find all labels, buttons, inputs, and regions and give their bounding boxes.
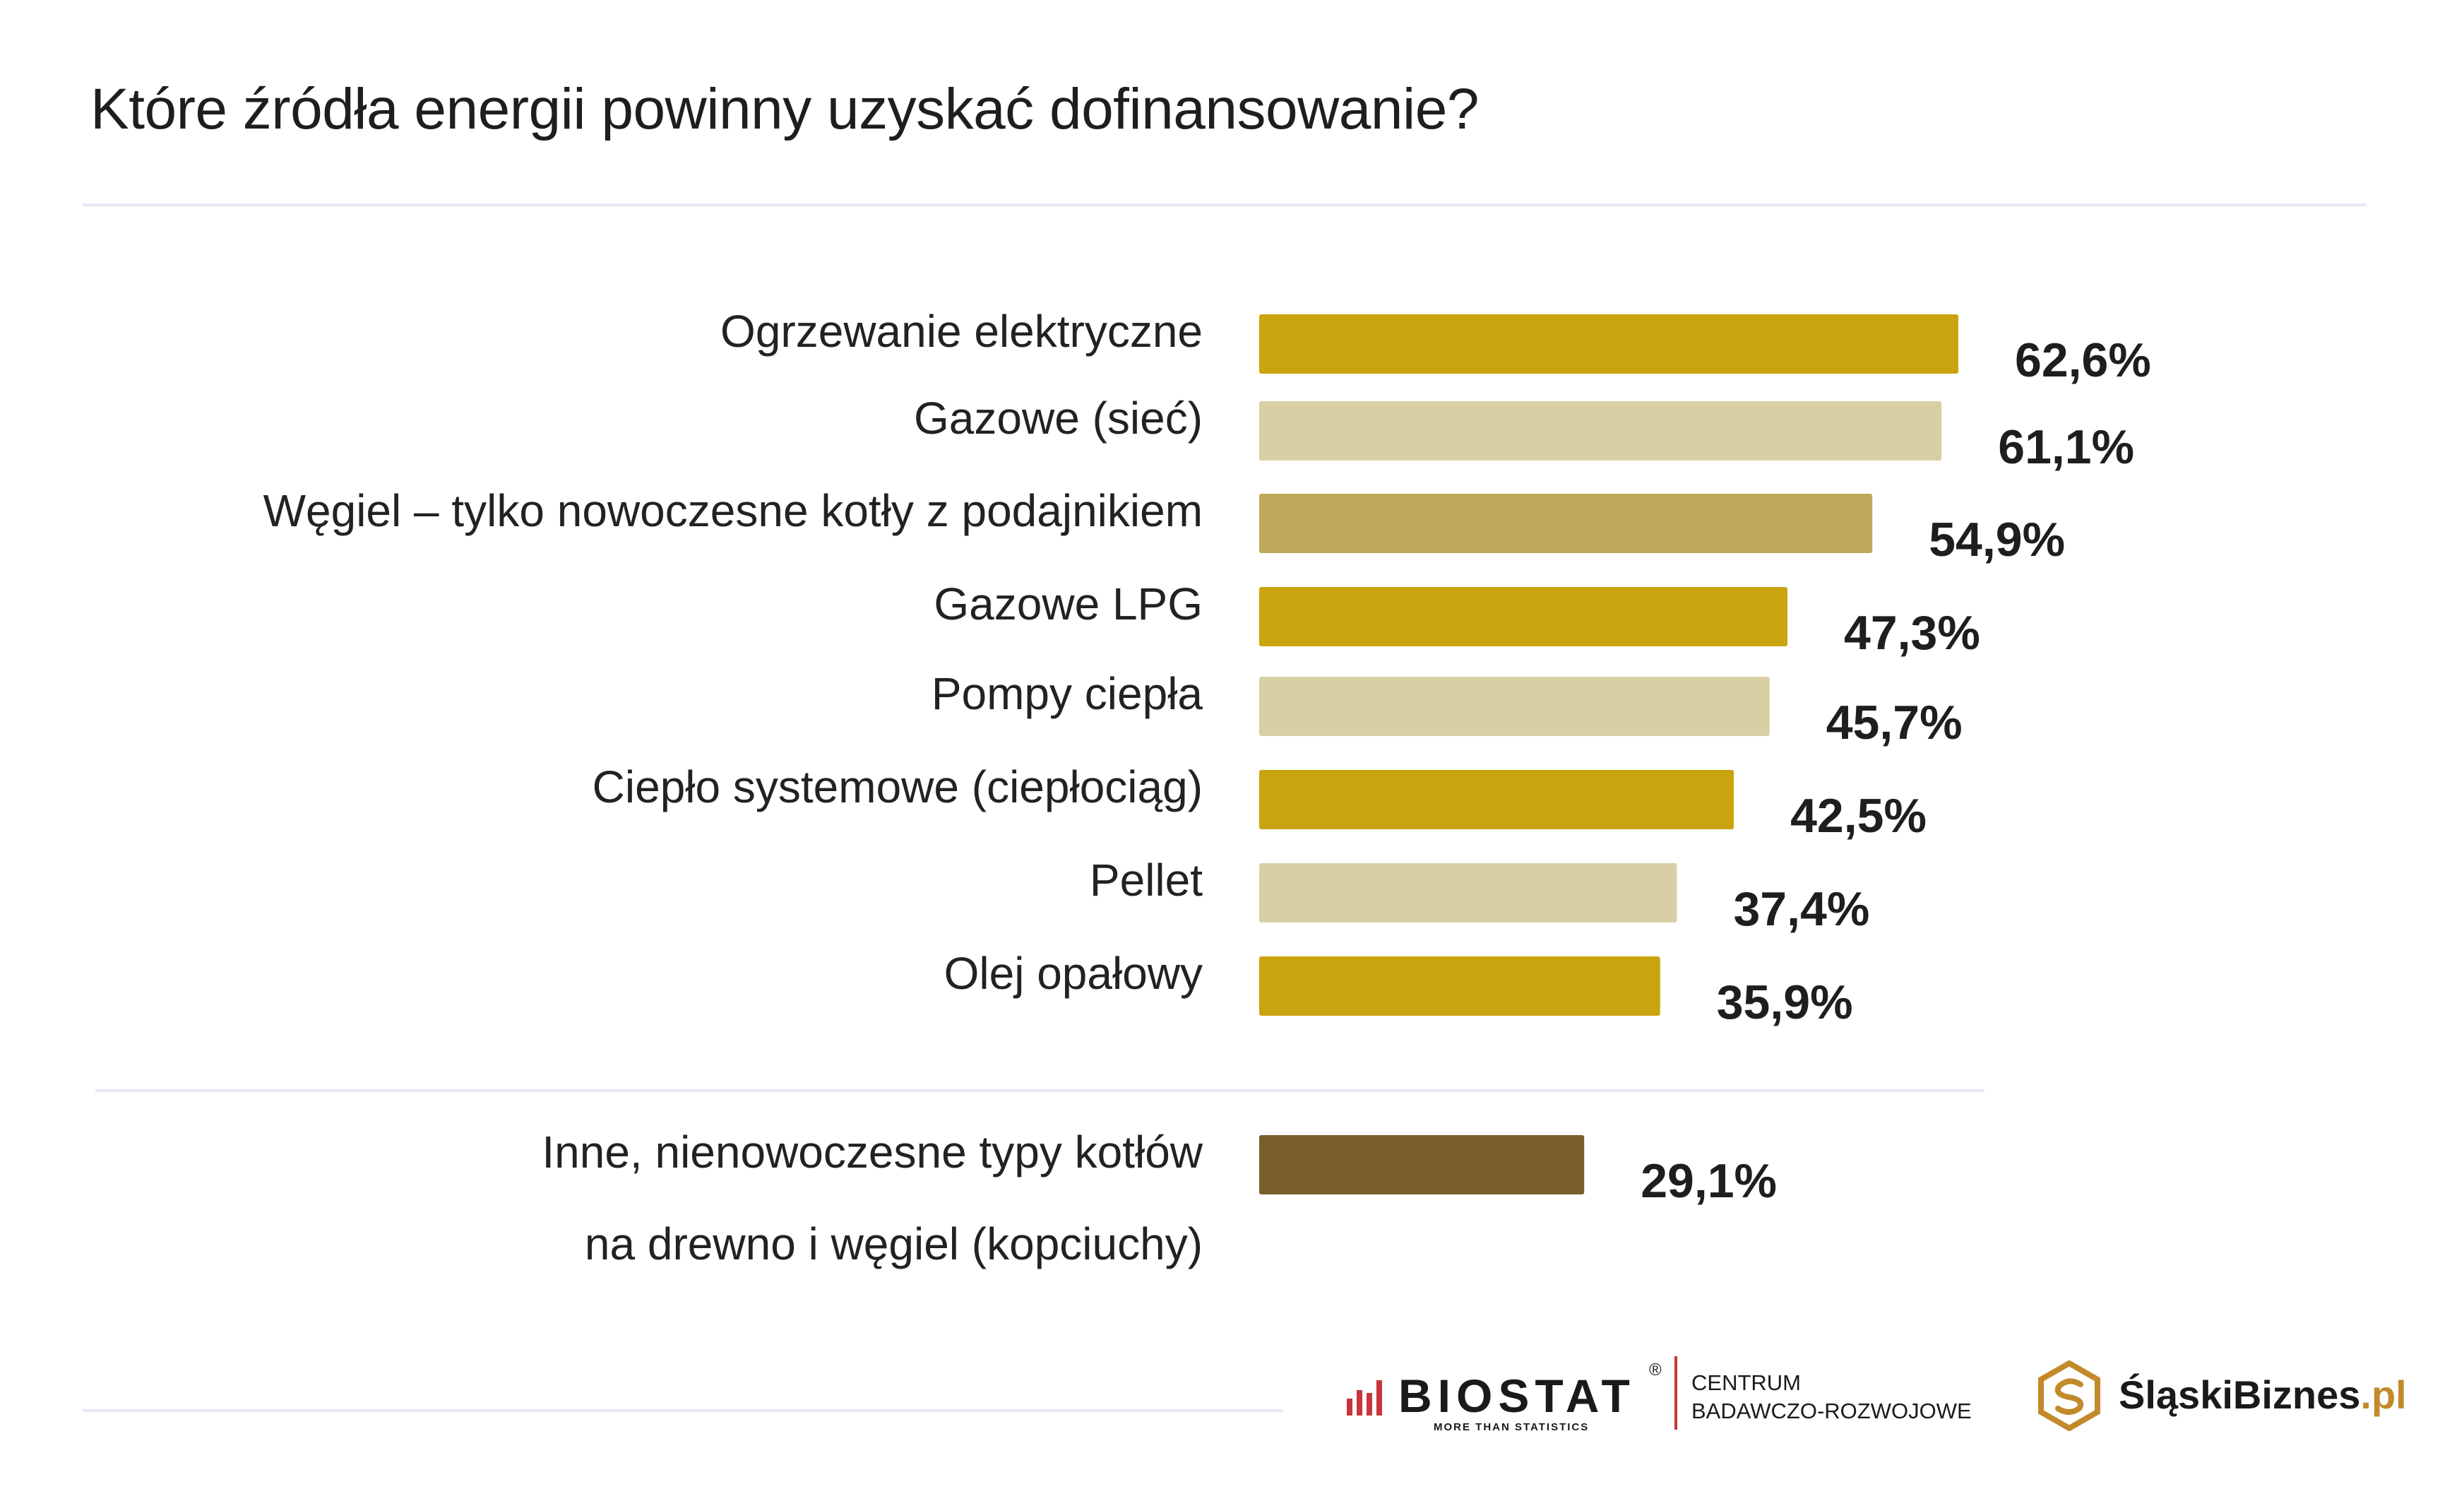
category-label: Ogrzewanie elektryczne [720,306,1203,357]
registered-mark: ® [1649,1360,1662,1380]
slaski-biznes-logo: ŚląskiBiznes.pl [2034,1356,2407,1434]
top-divider [83,203,2367,206]
biostat-name: BIOSTAT [1398,1370,1636,1422]
bar [1259,494,1873,553]
bar [1259,314,1958,374]
bar [1259,401,1942,461]
slaski-suffix: .pl [2360,1372,2407,1417]
group-divider [95,1089,1984,1092]
hexagon-s-icon [2038,1360,2100,1431]
bar [1259,956,1660,1016]
value-label: 37,4% [1733,882,1869,936]
bar [1259,863,1677,922]
category-label: Węgiel – tylko nowoczesne kotły z podajn… [263,485,1203,536]
category-label: Pompy ciepła [932,668,1203,719]
category-label: Ciepło systemowe (ciepłociąg) [593,761,1203,812]
category-label: Gazowe (sieć) [914,393,1203,444]
category-label: Pellet [1090,855,1203,906]
bar [1259,587,1788,646]
bar [1259,770,1734,829]
category-label: na drewno i węgiel (kopciuchy) [585,1218,1203,1269]
slaski-name: ŚląskiBiznes [2119,1372,2361,1417]
bottom-divider [83,1409,1283,1412]
biostat-tagline: MORE THAN STATISTICS [1434,1421,1590,1433]
value-label: 54,9% [1929,513,2065,566]
value-label: 47,3% [1844,606,1980,660]
category-label: Olej opałowy [944,948,1203,999]
value-label: 29,1% [1641,1154,1777,1208]
biostat-logo: BIOSTAT ® MORE THAN STATISTICS CENTRUM B… [1338,1356,1974,1434]
category-label: Gazowe LPG [934,579,1203,629]
value-label: 42,5% [1790,789,1927,843]
chart-title: Które źródła energii powinny uzyskać dof… [90,77,1479,141]
logo-separator [1674,1356,1677,1430]
centrum-line-1: CENTRUM [1691,1370,1801,1395]
value-label: 35,9% [1717,975,1853,1029]
value-label: 61,1% [1998,420,2134,474]
value-label: 62,6% [2015,333,2151,387]
value-label: 45,7% [1826,696,1963,749]
bar [1259,677,1770,736]
category-label: Inne, nienowoczesne typy kotłów [542,1127,1203,1177]
bar-signal-icon [1347,1380,1382,1416]
centrum-text: CENTRUM BADAWCZO-ROZWOJOWE [1691,1369,1972,1425]
bar [1259,1135,1585,1194]
centrum-line-2: BADAWCZO-ROZWOJOWE [1691,1399,1972,1423]
